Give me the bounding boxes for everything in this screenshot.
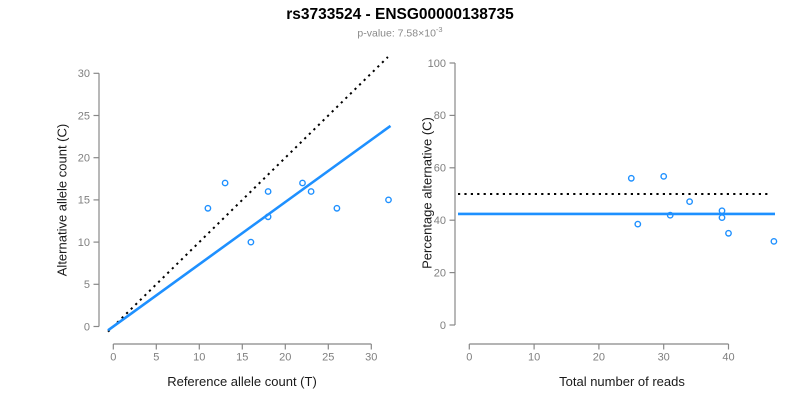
y-tick-label: 0 xyxy=(440,320,446,332)
y-tick-label: 100 xyxy=(428,58,446,70)
data-point xyxy=(660,172,668,180)
x-tick-label: 20 xyxy=(279,352,291,364)
data-point xyxy=(299,179,306,187)
y-tick-label: 40 xyxy=(434,215,446,227)
data-point xyxy=(204,204,212,212)
data-point xyxy=(385,196,392,204)
x-tick-label: 40 xyxy=(722,352,734,364)
x-tick-label: 5 xyxy=(153,352,159,364)
data-point xyxy=(627,174,635,182)
pvalue-subtitle: p-value: 7.58×10-3 xyxy=(0,25,800,40)
x-tick-label: 15 xyxy=(236,352,248,364)
y-tick-label: 15 xyxy=(78,195,90,207)
left-scatter-panel: 0 5 10 15 20 25 30 0 5 10 15 20 25 30 xyxy=(78,56,392,364)
data-point xyxy=(247,238,255,246)
x-tick-label: 20 xyxy=(593,352,605,364)
left-yaxis-title: Alternative allele count (C) xyxy=(55,124,70,276)
x-tick-label: 25 xyxy=(322,352,334,364)
x-tick-label: 30 xyxy=(658,352,670,364)
x-tick-label: 10 xyxy=(193,352,205,364)
fit-line xyxy=(107,124,392,332)
pvalue-text: p-value: 7.58×10 xyxy=(357,27,436,40)
data-point xyxy=(718,207,726,215)
y-tick-label: 30 xyxy=(78,68,90,80)
data-point xyxy=(264,213,272,221)
x-tick-label: 0 xyxy=(110,352,116,364)
left-xaxis-title: Reference allele count (T) xyxy=(167,374,317,389)
y-tick-label: 25 xyxy=(78,110,90,122)
y-tick-label: 60 xyxy=(434,163,446,175)
right-scatter-panel: 0 20 40 60 80 100 0 10 20 30 40 xyxy=(428,58,778,364)
data-point xyxy=(634,220,642,228)
y-tick-label: 0 xyxy=(84,321,90,333)
data-point xyxy=(333,204,341,212)
data-point xyxy=(221,179,229,187)
x-tick-label: 30 xyxy=(365,352,377,364)
data-point xyxy=(718,214,726,222)
identity-line xyxy=(107,56,389,333)
pvalue-exponent: -3 xyxy=(435,25,443,34)
right-yaxis-title: Percentage alternative (C) xyxy=(420,117,435,269)
y-tick-label: 10 xyxy=(78,237,90,249)
y-tick-label: 5 xyxy=(84,279,90,291)
data-point xyxy=(264,188,272,195)
plot-title: rs3733524 - ENSG00000138735 xyxy=(286,6,514,23)
x-tick-label: 10 xyxy=(528,352,540,364)
right-xaxis-title: Total number of reads xyxy=(559,374,685,389)
y-tick-label: 20 xyxy=(434,267,446,279)
data-point xyxy=(307,188,315,195)
data-point xyxy=(686,198,693,206)
x-tick-label: 0 xyxy=(466,352,472,364)
data-point xyxy=(725,229,732,237)
y-tick-label: 20 xyxy=(78,153,90,165)
data-point xyxy=(770,237,778,245)
data-point xyxy=(666,211,674,219)
y-tick-label: 80 xyxy=(434,110,446,122)
